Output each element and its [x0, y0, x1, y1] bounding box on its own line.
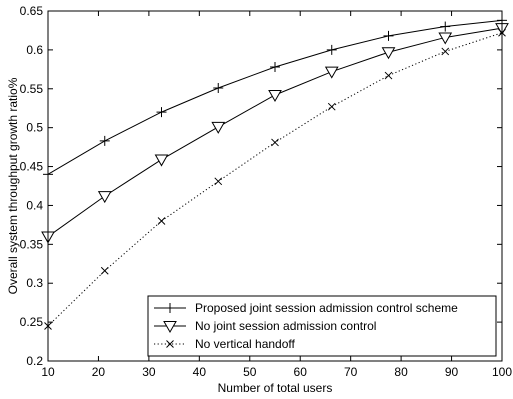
plot-marks: [41, 15, 509, 330]
y-tick-label: 0.55: [20, 82, 44, 96]
data-point: [441, 47, 450, 56]
y-tick-label: 0.3: [26, 276, 43, 290]
data-point: [383, 30, 394, 41]
data-point: [157, 217, 166, 225]
data-point: [154, 154, 169, 167]
axis-ticks: 10 20 30 40 50 60 70 80 90 100 0.2 0.25 0.3 0.35 0.4 0.…: [20, 4, 513, 379]
plot-area-frame: [47, 10, 503, 362]
y-tick-label: 0.5: [26, 121, 43, 135]
x-axis-title: Number of total users: [218, 381, 333, 395]
data-point: [326, 44, 337, 55]
data-point: [100, 266, 109, 275]
series: [41, 23, 509, 244]
legend-label: No vertical handoff: [195, 337, 296, 351]
data-point: [214, 177, 223, 186]
data-point: [268, 90, 282, 103]
y-tick-label: 0.25: [20, 315, 44, 329]
y-tick-label: 0.2: [26, 354, 43, 368]
data-point: [438, 32, 453, 45]
data-point: [327, 102, 336, 111]
x-tick-label: 70: [344, 365, 358, 379]
x-tick-label: 30: [142, 365, 156, 379]
x-tick-label: 20: [92, 365, 106, 379]
data-point: [163, 321, 177, 334]
x-tick-label: 90: [445, 365, 459, 379]
data-point: [270, 62, 280, 72]
legend-label: No joint session admission control: [195, 319, 376, 333]
legend: Proposed joint session admission control…: [147, 295, 497, 357]
y-tick-label: 0.35: [20, 237, 44, 251]
data-point: [211, 121, 226, 134]
legend-entry: No vertical handoff: [154, 337, 296, 351]
x-tick-label: 10: [41, 365, 55, 379]
data-point: [440, 21, 451, 32]
data-point: [271, 138, 279, 147]
data-point: [213, 83, 224, 93]
series-line: [47, 32, 503, 327]
legend-label: Proposed joint session admission control…: [195, 301, 458, 315]
series: [44, 28, 506, 330]
data-point: [324, 66, 339, 79]
legend-box: [147, 295, 497, 357]
data-point: [97, 191, 112, 204]
x-tick-label: 40: [193, 365, 207, 379]
y-axis-title: Overall system throughput growth ratio%: [6, 77, 20, 294]
data-point: [156, 107, 167, 118]
series-line: [47, 27, 503, 237]
y-tick-label: 0.6: [26, 43, 43, 57]
x-tick-label: 100: [492, 365, 512, 379]
legend-entry: Proposed joint session admission control…: [154, 301, 458, 315]
data-point: [381, 47, 396, 60]
y-tick-label: 0.65: [20, 4, 44, 18]
data-point: [166, 340, 174, 348]
x-tick-label: 60: [294, 365, 308, 379]
data-point: [384, 71, 393, 80]
data-point: [99, 135, 110, 146]
x-tick-label: 80: [394, 365, 408, 379]
data-point: [165, 303, 175, 313]
x-tick-label: 50: [243, 365, 257, 379]
y-tick-label: 0.45: [20, 160, 44, 174]
legend-entry: No joint session admission control: [154, 319, 376, 334]
y-tick-label: 0.4: [26, 198, 43, 212]
